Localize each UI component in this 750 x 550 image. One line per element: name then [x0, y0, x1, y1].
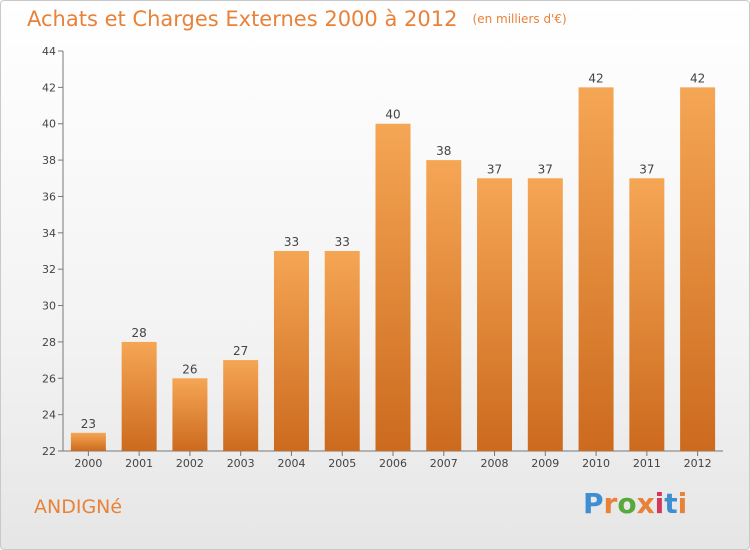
- x-tick-label: 2006: [379, 457, 407, 470]
- data-label: 27: [233, 344, 248, 358]
- data-label: 42: [690, 71, 705, 85]
- y-tick-label: 32: [42, 263, 56, 276]
- y-tick-label: 22: [42, 445, 56, 458]
- y-tick-label: 40: [42, 118, 56, 131]
- x-tick-label: 2008: [481, 457, 509, 470]
- x-tick-label: 2009: [531, 457, 559, 470]
- logo-letter: t: [664, 487, 678, 520]
- data-label: 37: [538, 162, 553, 176]
- x-tick-label: 2004: [277, 457, 305, 470]
- bar: [375, 123, 411, 452]
- bar: [121, 341, 157, 451]
- x-tick-label: 2000: [74, 457, 102, 470]
- x-tick-label: 2002: [176, 457, 204, 470]
- data-label: 28: [132, 326, 147, 340]
- data-label: 37: [639, 162, 654, 176]
- bar: [426, 160, 462, 451]
- y-tick-label: 36: [42, 190, 56, 203]
- x-tick-label: 2012: [684, 457, 712, 470]
- bar: [223, 360, 259, 451]
- bar: [70, 432, 106, 451]
- y-tick-label: 42: [42, 81, 56, 94]
- bar: [527, 178, 563, 452]
- y-tick-label: 44: [42, 45, 56, 58]
- chart-header: Achats et Charges Externes 2000 à 2012 (…: [27, 7, 567, 31]
- y-tick-label: 38: [42, 154, 56, 167]
- data-label: 33: [335, 235, 350, 249]
- x-tick-label: 2001: [125, 457, 153, 470]
- logo-letter: r: [603, 487, 618, 520]
- x-tick-label: 2011: [633, 457, 661, 470]
- logo-letter: x: [636, 487, 655, 520]
- logo-letter: o: [617, 487, 637, 520]
- logo-letter: i: [677, 487, 688, 520]
- bar: [680, 87, 716, 451]
- x-tick-label: 2003: [227, 457, 255, 470]
- chart-title: Achats et Charges Externes 2000 à 2012: [27, 7, 458, 31]
- y-tick-label: 34: [42, 227, 56, 240]
- data-label: 37: [487, 162, 502, 176]
- chart-subtitle: (en milliers d'€): [472, 12, 567, 26]
- place-name: ANDIGNé: [34, 496, 123, 518]
- data-label: 40: [385, 108, 400, 122]
- bar: [477, 178, 513, 452]
- data-label: 26: [182, 362, 197, 376]
- bar: [172, 378, 208, 451]
- x-tick-label: 2010: [582, 457, 610, 470]
- bar: [324, 251, 360, 451]
- data-label: 23: [81, 417, 96, 431]
- data-label: 38: [436, 144, 451, 158]
- x-tick-label: 2005: [328, 457, 356, 470]
- y-tick-label: 30: [42, 300, 56, 313]
- data-label: 33: [284, 235, 299, 249]
- x-tick-label: 2007: [430, 457, 458, 470]
- bar: [629, 178, 665, 452]
- logo-letter: i: [654, 487, 665, 520]
- bar: [273, 251, 309, 451]
- y-tick-label: 24: [42, 409, 56, 422]
- logo-letter: P: [583, 487, 604, 520]
- y-tick-label: 28: [42, 336, 56, 349]
- proxiti-logo[interactable]: Proxiti: [583, 487, 687, 520]
- y-tick-label: 26: [42, 372, 56, 385]
- bar: [578, 87, 614, 451]
- data-label: 42: [588, 71, 603, 85]
